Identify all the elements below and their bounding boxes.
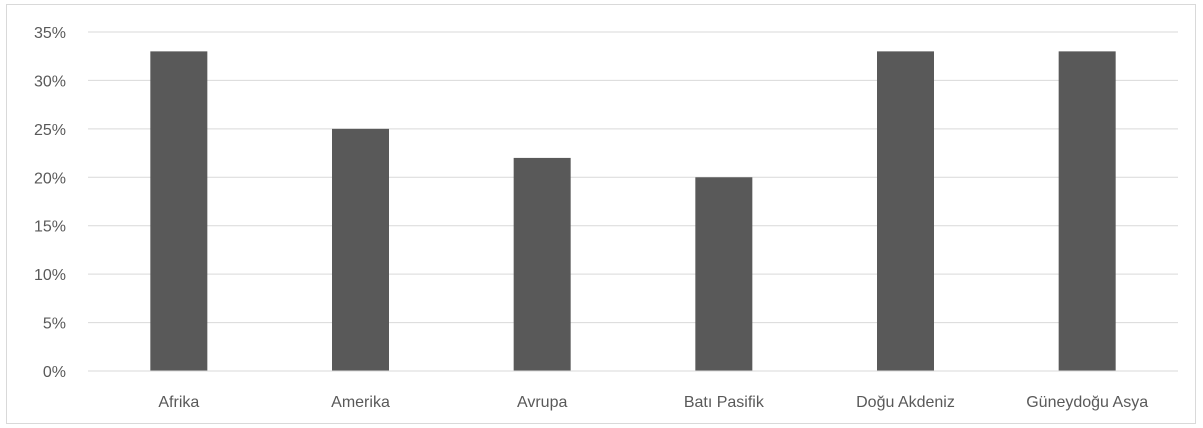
- x-axis: Afrika Amerika Avrupa Batı Pasifik Doğu Akde…: [88, 370, 1178, 411]
- y-tick-label: 5%: [43, 316, 66, 333]
- bar: [513, 157, 571, 371]
- x-tick-label: Güneydoğu Asya: [1026, 394, 1148, 411]
- bars: [150, 51, 1116, 371]
- x-tick-label: Amerika: [331, 394, 390, 411]
- y-tick-label: 15%: [34, 219, 66, 236]
- bar: [877, 51, 934, 371]
- y-tick-label: 20%: [34, 170, 66, 187]
- gridlines: [88, 31, 1178, 324]
- bar: [332, 128, 389, 371]
- y-tick-label: 10%: [34, 267, 66, 284]
- x-tick-label: Doğu Akdeniz: [856, 394, 955, 411]
- y-tick-label: 0%: [43, 364, 66, 381]
- x-tick-label: Batı Pasifik: [684, 394, 765, 411]
- y-axis: 0% 5% 10% 15% 20% 25% 30% 35%: [34, 25, 66, 381]
- y-tick-label: 25%: [34, 122, 66, 139]
- x-tick-label: Avrupa: [517, 394, 568, 411]
- x-tick-label: Afrika: [158, 394, 199, 411]
- y-tick-label: 35%: [34, 25, 66, 42]
- bar: [695, 177, 753, 371]
- bar: [150, 51, 208, 371]
- y-tick-label: 30%: [34, 73, 66, 90]
- bar: [1058, 51, 1116, 371]
